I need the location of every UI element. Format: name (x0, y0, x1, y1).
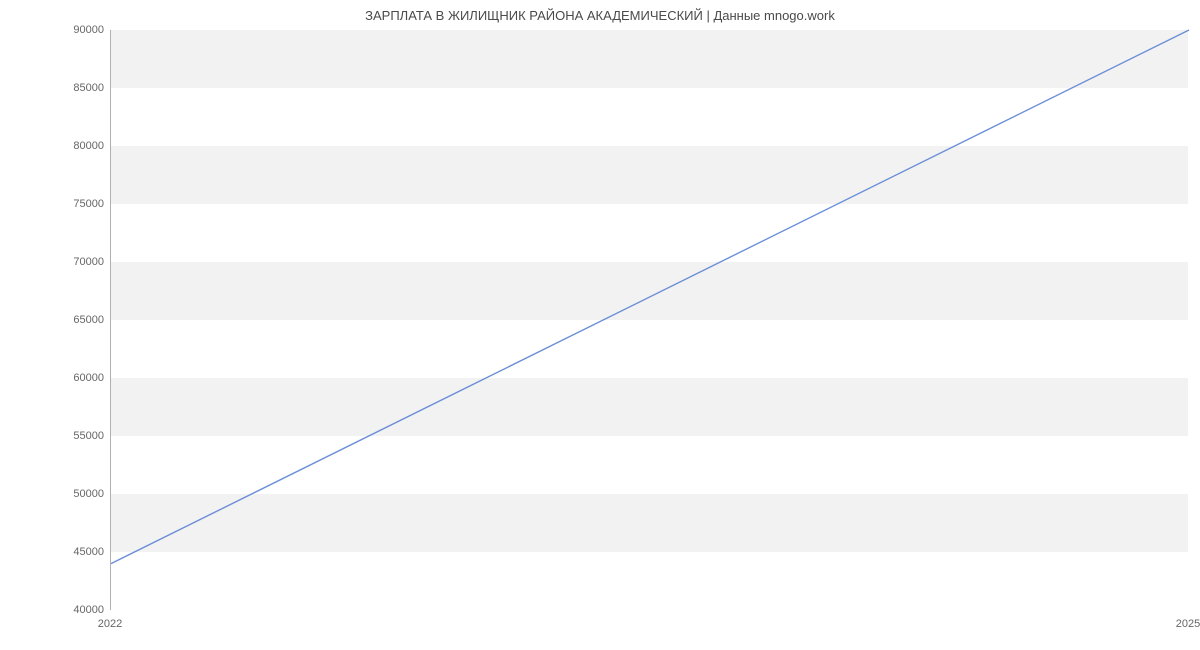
ytick-label: 70000 (73, 256, 104, 268)
chart-title: ЗАРПЛАТА В ЖИЛИЩНИК РАЙОНА АКАДЕМИЧЕСКИЙ… (0, 8, 1200, 23)
ytick-label: 60000 (73, 372, 104, 384)
ytick-label: 75000 (73, 198, 104, 210)
xtick-label: 2022 (98, 618, 122, 630)
xtick-label: 2025 (1176, 618, 1200, 630)
ytick-label: 40000 (73, 604, 104, 616)
ytick-label: 85000 (73, 82, 104, 94)
ytick-label: 45000 (73, 546, 104, 558)
line-series (111, 30, 1188, 609)
plot-area (110, 30, 1188, 610)
ytick-label: 90000 (73, 24, 104, 36)
ytick-label: 50000 (73, 488, 104, 500)
ytick-label: 55000 (73, 430, 104, 442)
ytick-label: 65000 (73, 314, 104, 326)
ytick-label: 80000 (73, 140, 104, 152)
